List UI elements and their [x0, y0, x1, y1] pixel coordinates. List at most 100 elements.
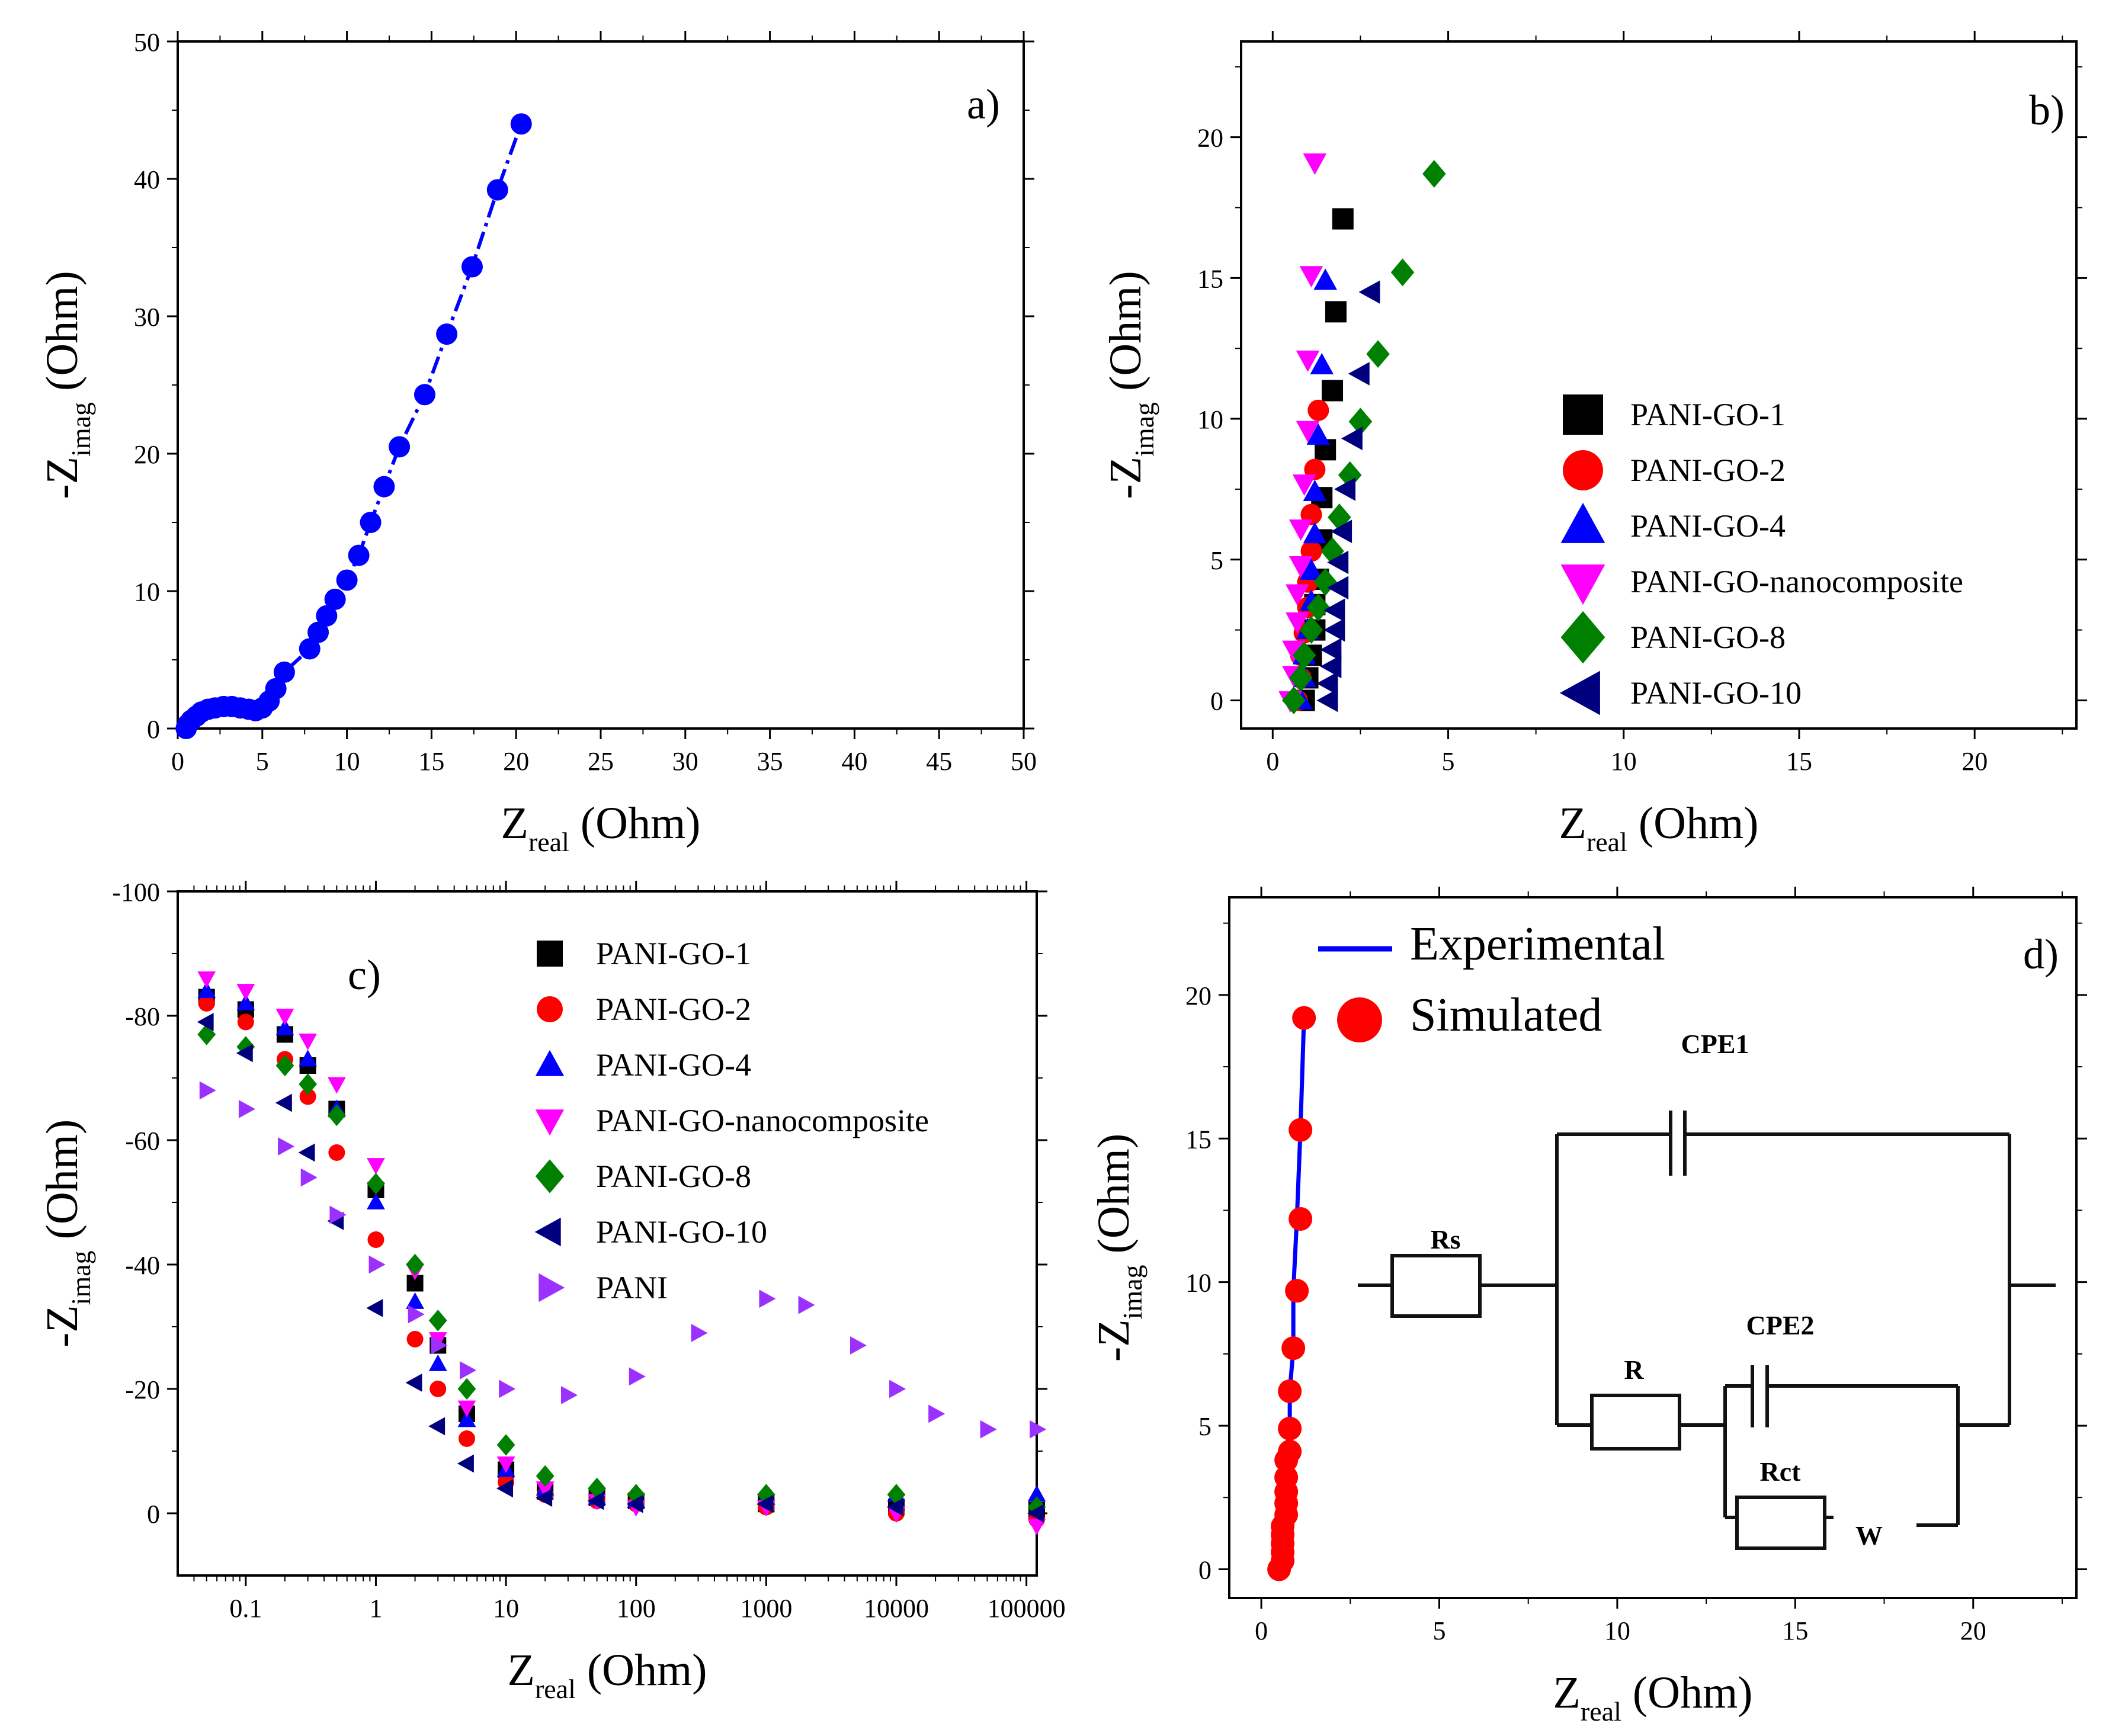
circuit-label: R	[1624, 1355, 1644, 1385]
data-point	[238, 1100, 255, 1118]
x-tick-label: 100	[617, 1594, 656, 1623]
data-point	[1278, 1416, 1302, 1440]
data-point	[299, 1034, 318, 1051]
legend-label: PANI-GO-10	[596, 1214, 767, 1250]
legend-item: PANI-GO-10	[534, 1214, 767, 1250]
data-point	[499, 1379, 516, 1398]
data-point	[536, 1481, 555, 1498]
legend: Experimental Simulated	[1318, 918, 1665, 1042]
data-point	[886, 1498, 903, 1516]
y-axis-label: -Zimag (Ohm)	[1089, 1134, 1148, 1362]
y-axis-label-sub: imag	[1117, 1265, 1148, 1319]
data-point	[1348, 362, 1370, 386]
y-axis-label-main: -Z	[37, 457, 87, 499]
data-point	[461, 256, 483, 278]
legend-label: PANI-GO-1	[596, 936, 751, 971]
x-tick-label: 5	[1432, 1616, 1445, 1645]
data-point	[1322, 380, 1344, 402]
circuit-label: W	[1855, 1520, 1883, 1551]
data-point	[1027, 1519, 1046, 1536]
x-tick-label: 20	[1960, 1616, 1986, 1645]
data-point	[368, 1255, 386, 1274]
data-point	[496, 1434, 515, 1456]
x-tick-label: 20	[503, 747, 529, 776]
data-point	[324, 588, 346, 610]
data-point	[275, 1009, 294, 1026]
x-tick-label: 15	[1786, 747, 1812, 776]
y-tick-label: 0	[147, 715, 160, 744]
x-axis-label: Zreal (Ohm)	[1553, 1668, 1753, 1727]
circuit-label: CPE2	[1746, 1310, 1815, 1340]
legend-label: PANI-GO-4	[596, 1047, 751, 1083]
data-point	[457, 1378, 476, 1400]
data-point	[1422, 160, 1446, 188]
series-pani-go-10	[1316, 280, 1380, 713]
data-point	[1274, 1465, 1299, 1490]
data-point	[197, 981, 216, 998]
legend-marker	[1560, 502, 1605, 543]
x-axis-label-unit: (Ohm)	[1621, 1668, 1753, 1718]
y-tick-label: -100	[112, 878, 160, 907]
legend-item: PANI	[539, 1270, 668, 1305]
legend-marker	[535, 1159, 565, 1193]
y-axis-label-main: -Z	[37, 1305, 87, 1347]
legend-item: PANI-GO-8	[535, 1159, 751, 1194]
data-point	[1285, 612, 1309, 634]
data-point	[1289, 556, 1313, 577]
y-tick-label: 10	[134, 577, 160, 607]
y-tick-label: 40	[134, 165, 160, 194]
plot-frame	[177, 40, 1025, 730]
data-point	[1323, 618, 1345, 642]
y-axis-label-unit: (Ohm)	[37, 271, 87, 402]
x-tick-label: 45	[926, 747, 952, 776]
y-tick-label: 15	[1185, 1125, 1211, 1154]
data-point	[1332, 208, 1354, 230]
y-tick-label: 20	[134, 440, 160, 469]
series-pani	[199, 1081, 1047, 1439]
x-tick-label: 0	[1255, 1616, 1268, 1645]
x-axis-label-unit: (Ohm)	[1627, 798, 1759, 848]
data-point	[408, 1305, 425, 1324]
data-point	[1289, 519, 1313, 541]
data-point	[237, 1013, 254, 1031]
data-point	[367, 1192, 385, 1209]
legend-item: Simulated	[1337, 989, 1602, 1042]
data-point	[428, 1310, 447, 1331]
legend-marker	[1559, 670, 1600, 715]
legend-label: PANI-GO-4	[1630, 508, 1786, 544]
legend-label: PANI-GO-2	[1630, 453, 1786, 488]
series-pani-go-nanocomposite	[1278, 153, 1327, 713]
y-axis-label-sub: imag	[66, 402, 96, 457]
data-point	[298, 1143, 315, 1162]
y-tick-label: -40	[125, 1251, 160, 1280]
data-point	[1303, 522, 1327, 544]
legend-marker	[1560, 564, 1605, 605]
y-axis-label: -Zimag (Ohm)	[1101, 271, 1159, 499]
circuit-label: Rct	[1760, 1456, 1802, 1487]
data-point	[414, 384, 435, 406]
legend: PANI-GO-1 PANI-GO-2 PANI-GO-4 PANI-GO-nanoc…	[534, 936, 929, 1305]
x-axis-label: Zreal (Ohm)	[501, 798, 701, 857]
legend-marker	[1560, 611, 1605, 664]
data-point	[889, 1379, 906, 1398]
legend-label: PANI	[596, 1270, 668, 1305]
x-tick-label: 0.1	[229, 1594, 262, 1623]
legend-item: Experimental	[1318, 918, 1665, 970]
data-point	[327, 1077, 346, 1094]
y-tick-label: 20	[1197, 124, 1223, 153]
data-point	[1027, 1485, 1046, 1502]
data-point	[980, 1420, 997, 1439]
y-tick-label: 50	[134, 28, 160, 57]
data-point	[1282, 640, 1306, 662]
x-axis-label-main: Z	[501, 798, 528, 848]
data-point	[1278, 1439, 1302, 1464]
data-point	[1299, 266, 1323, 288]
legend: PANI-GO-1 PANI-GO-2 PANI-GO-4 PANI-GO-nanoc…	[1559, 394, 1963, 715]
x-tick-label: 1	[369, 1594, 382, 1623]
data-point	[1348, 407, 1373, 436]
y-tick-label: 10	[1185, 1269, 1211, 1298]
data-point	[1327, 550, 1349, 575]
data-point	[300, 1168, 318, 1187]
data-point	[1303, 153, 1327, 175]
data-point	[348, 544, 370, 566]
